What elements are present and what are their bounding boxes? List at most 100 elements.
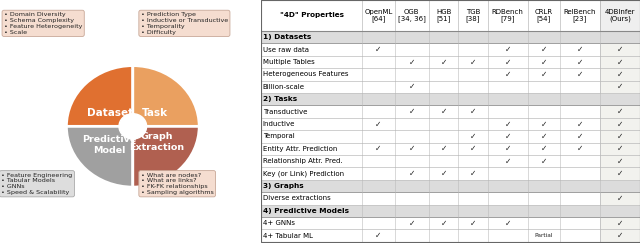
Wedge shape xyxy=(133,126,199,187)
Text: ✓: ✓ xyxy=(504,144,511,153)
Text: Multiple Tables: Multiple Tables xyxy=(262,59,314,65)
Bar xyxy=(600,56,640,68)
Text: • What are nodes?
• What are links?
• FK-FK relationships
• Sampling algorithms: • What are nodes? • What are links? • FK… xyxy=(141,173,214,195)
Text: ✓: ✓ xyxy=(541,70,547,79)
Bar xyxy=(600,0,640,31)
Bar xyxy=(600,167,640,180)
Bar xyxy=(261,167,640,180)
Text: ✓: ✓ xyxy=(577,70,583,79)
Text: ✓: ✓ xyxy=(504,132,511,141)
Text: • Domain Diversity
• Schema Complexity
• Feature Heterogeneity
• Scale: • Domain Diversity • Schema Complexity •… xyxy=(4,12,83,35)
Text: CRLR
[54]: CRLR [54] xyxy=(534,9,553,22)
Text: ✓: ✓ xyxy=(504,70,511,79)
Bar xyxy=(261,180,640,192)
Text: ✓: ✓ xyxy=(617,82,623,91)
Bar xyxy=(600,192,640,205)
Text: ✓: ✓ xyxy=(440,144,447,153)
Text: ✓: ✓ xyxy=(617,169,623,178)
Text: ✓: ✓ xyxy=(440,169,447,178)
Text: ✓: ✓ xyxy=(375,45,381,54)
Text: ✓: ✓ xyxy=(470,58,476,67)
Text: Use raw data: Use raw data xyxy=(262,47,308,52)
Text: ✓: ✓ xyxy=(617,194,623,203)
Text: Entity Attr. Prediction: Entity Attr. Prediction xyxy=(262,146,337,152)
Bar xyxy=(261,0,640,31)
Bar xyxy=(261,205,640,217)
Text: Transductive: Transductive xyxy=(262,109,307,115)
Text: ✓: ✓ xyxy=(541,120,547,129)
Text: • Prediction Type
• Inductive or Transductive
• Temporality
• Difficulty: • Prediction Type • Inductive or Transdu… xyxy=(141,12,228,35)
Text: Predictive
Model: Predictive Model xyxy=(82,135,136,155)
Text: ✓: ✓ xyxy=(504,58,511,67)
Bar xyxy=(261,105,640,118)
Text: 2) Tasks: 2) Tasks xyxy=(262,96,297,102)
Text: ✓: ✓ xyxy=(577,144,583,153)
Text: 4DBInfer
(Ours): 4DBInfer (Ours) xyxy=(605,9,636,22)
Text: ✓: ✓ xyxy=(577,120,583,129)
Bar xyxy=(261,93,640,105)
Text: RelBench
[23]: RelBench [23] xyxy=(564,9,596,22)
Bar xyxy=(600,81,640,93)
Text: 4+ Tabular ML: 4+ Tabular ML xyxy=(262,233,312,239)
Text: ✓: ✓ xyxy=(617,231,623,240)
Text: Key (or Link) Prediction: Key (or Link) Prediction xyxy=(262,170,344,177)
Text: ✓: ✓ xyxy=(504,219,511,228)
Bar xyxy=(261,56,640,68)
Text: ✓: ✓ xyxy=(408,144,415,153)
Text: ✓: ✓ xyxy=(541,132,547,141)
Text: ✓: ✓ xyxy=(617,120,623,129)
Text: ✓: ✓ xyxy=(375,120,381,129)
Bar xyxy=(600,43,640,56)
Text: 4) Predictive Models: 4) Predictive Models xyxy=(262,208,349,214)
Text: 1) Datasets: 1) Datasets xyxy=(262,34,311,40)
Text: ✓: ✓ xyxy=(577,132,583,141)
Bar xyxy=(600,105,640,118)
Text: ✓: ✓ xyxy=(617,144,623,153)
Bar xyxy=(600,217,640,229)
Text: "4D" Properties: "4D" Properties xyxy=(280,12,344,18)
Wedge shape xyxy=(67,66,133,126)
Text: ✓: ✓ xyxy=(504,45,511,54)
Text: ✓: ✓ xyxy=(440,107,447,116)
Text: ✓: ✓ xyxy=(408,169,415,178)
Text: ✓: ✓ xyxy=(541,58,547,67)
Text: ✓: ✓ xyxy=(541,45,547,54)
Text: Partial: Partial xyxy=(534,233,553,238)
Text: ✓: ✓ xyxy=(408,58,415,67)
Bar xyxy=(261,143,640,155)
Text: Task: Task xyxy=(142,108,168,118)
Text: OGB
[34, 36]: OGB [34, 36] xyxy=(398,9,426,22)
Text: Inductive: Inductive xyxy=(262,121,295,127)
Text: ✓: ✓ xyxy=(440,58,447,67)
Bar xyxy=(261,43,640,56)
Text: ✓: ✓ xyxy=(577,58,583,67)
Text: ✓: ✓ xyxy=(617,157,623,166)
Text: ✓: ✓ xyxy=(470,144,476,153)
Text: ✓: ✓ xyxy=(408,219,415,228)
Bar xyxy=(261,155,640,167)
Text: Dataset: Dataset xyxy=(87,108,133,118)
Text: ✓: ✓ xyxy=(470,132,476,141)
Text: ✓: ✓ xyxy=(504,120,511,129)
Text: ✓: ✓ xyxy=(375,144,381,153)
Text: ✓: ✓ xyxy=(577,45,583,54)
Text: HGB
[51]: HGB [51] xyxy=(436,9,451,22)
Text: TGB
[38]: TGB [38] xyxy=(466,9,480,22)
Bar xyxy=(261,81,640,93)
Text: ✓: ✓ xyxy=(408,107,415,116)
Text: ✓: ✓ xyxy=(470,169,476,178)
Bar xyxy=(600,130,640,143)
Bar xyxy=(600,118,640,130)
Bar xyxy=(261,31,640,43)
Text: Relationship Attr. Pred.: Relationship Attr. Pred. xyxy=(262,158,342,164)
Text: ✓: ✓ xyxy=(617,45,623,54)
Text: ✓: ✓ xyxy=(470,219,476,228)
Text: Graph
Extraction: Graph Extraction xyxy=(129,132,184,152)
Text: ✓: ✓ xyxy=(617,132,623,141)
Bar xyxy=(600,143,640,155)
Bar xyxy=(600,68,640,81)
Bar xyxy=(261,130,640,143)
Text: OpenML
[64]: OpenML [64] xyxy=(364,9,392,22)
Bar xyxy=(261,217,640,229)
Wedge shape xyxy=(133,66,199,126)
